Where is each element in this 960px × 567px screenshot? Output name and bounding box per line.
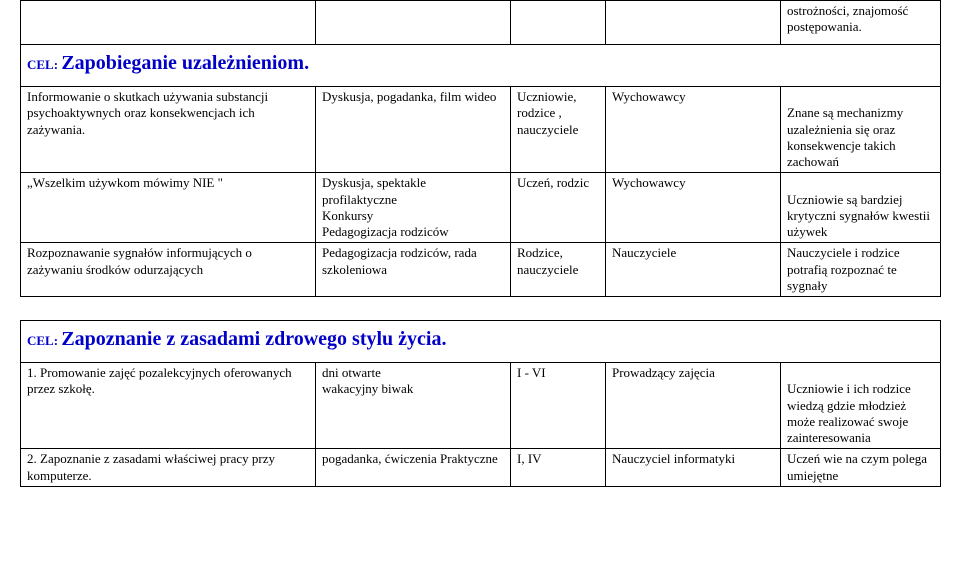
cell <box>316 1 511 45</box>
cell: Dyskusja, spektakle profilaktyczneKonkur… <box>316 173 511 243</box>
cell: Nauczyciele <box>606 243 781 297</box>
cel-label: CEL: <box>27 333 58 348</box>
table-row: 2. Zapoznanie z zasadami właściwej pracy… <box>21 449 941 487</box>
document-page: ostrożności, znajomość postępowania. CEL… <box>0 0 960 487</box>
cell: dni otwartewakacyjny biwak <box>316 363 511 449</box>
cell <box>606 1 781 45</box>
table-row: ostrożności, znajomość postępowania. <box>21 1 941 45</box>
cell: I, IV <box>511 449 606 487</box>
cell: Wychowawcy <box>606 173 781 243</box>
table-row: Informowanie o skutkach używania substan… <box>21 87 941 173</box>
cell: Dyskusja, pogadanka, film wideo <box>316 87 511 173</box>
table-row: 1. Promowanie zajęć pozalekcyjnych ofero… <box>21 363 941 449</box>
cel-title: Zapoznanie z zasadami zdrowego stylu życ… <box>61 328 446 350</box>
cell: „Wszelkim używkom mówimy NIE " <box>21 173 316 243</box>
cell: pogadanka, ćwiczenia Praktyczne <box>316 449 511 487</box>
cell-text: Uczniowie i ich rodzice wiedzą gdzie mło… <box>787 381 911 445</box>
cell: 2. Zapoznanie z zasadami właściwej pracy… <box>21 449 316 487</box>
cel-label: CEL: <box>27 57 58 72</box>
cell: Rozpoznawanie sygnałów informujących o z… <box>21 243 316 297</box>
cell: I - VI <box>511 363 606 449</box>
cel-heading-cell: CEL: Zapoznanie z zasadami zdrowego styl… <box>21 321 941 363</box>
cell: Uczniowie i ich rodzice wiedzą gdzie mło… <box>781 363 941 449</box>
cell: Uczniowie, rodzice , nauczyciele <box>511 87 606 173</box>
spacer-cell <box>21 297 941 321</box>
cell: Rodzice, nauczyciele <box>511 243 606 297</box>
cell <box>21 1 316 45</box>
cell: Nauczyciel informatyki <box>606 449 781 487</box>
cel-heading-row: CEL: Zapobieganie uzależnieniom. <box>21 45 941 87</box>
cell: 1. Promowanie zajęć pozalekcyjnych ofero… <box>21 363 316 449</box>
cel-title: Zapobieganie uzależnieniom. <box>61 52 309 74</box>
cell: Prowadzący zajęcia <box>606 363 781 449</box>
cel-heading-cell: CEL: Zapobieganie uzależnieniom. <box>21 45 941 87</box>
cell: Informowanie o skutkach używania substan… <box>21 87 316 173</box>
cell: Nauczyciele i rodzice potrafią rozpoznać… <box>781 243 941 297</box>
table-row: „Wszelkim używkom mówimy NIE " Dyskusja,… <box>21 173 941 243</box>
section-spacer <box>21 297 941 321</box>
cell: Uczniowie są bardziej krytyczni sygnałów… <box>781 173 941 243</box>
table-row: Rozpoznawanie sygnałów informujących o z… <box>21 243 941 297</box>
cell-text: Uczniowie są bardziej krytyczni sygnałów… <box>787 192 930 240</box>
cell <box>511 1 606 45</box>
cel-heading-row: CEL: Zapoznanie z zasadami zdrowego styl… <box>21 321 941 363</box>
cell: Uczeń, rodzic <box>511 173 606 243</box>
cell: Pedagogizacja rodziców, rada szkoleniowa <box>316 243 511 297</box>
cell: ostrożności, znajomość postępowania. <box>781 1 941 45</box>
cell-text: Znane są mechanizmy uzależnienia się ora… <box>787 105 903 169</box>
cell: Wychowawcy <box>606 87 781 173</box>
cell: Uczeń wie na czym polega umiejętne <box>781 449 941 487</box>
curriculum-table: ostrożności, znajomość postępowania. CEL… <box>20 0 941 487</box>
cell: Znane są mechanizmy uzależnienia się ora… <box>781 87 941 173</box>
